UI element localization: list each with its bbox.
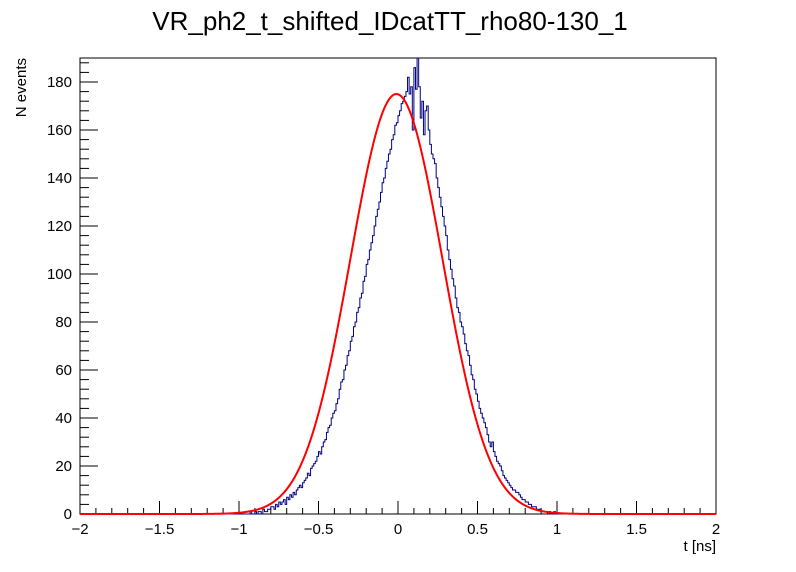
x-tick-labels: −2 −1.5 −1 −0.5 0 0.5 1 1.5 2 [71,521,720,538]
x-tick-label: −1 [230,521,247,538]
y-tick-label: 140 [47,170,72,187]
y-tick-label: 20 [55,458,72,475]
x-tick-label: −1.5 [145,521,175,538]
y-tick-label: 0 [64,506,72,523]
x-tick-label: 2 [712,521,720,538]
y-tick-label: 60 [55,362,72,379]
x-axis-title: t [ns] [683,538,716,555]
x-tick-label: 1.5 [626,521,647,538]
x-tick-label: 1 [553,521,561,538]
y-tick-labels: 0 20 40 60 80 100 120 140 160 180 [47,74,72,523]
y-tick-label: 160 [47,122,72,139]
histogram-series [80,57,716,515]
gaussian-fit-curve [80,92,716,515]
y-tick-label: 120 [47,218,72,235]
x-tick-label: −0.5 [304,521,334,538]
axis-ticks [79,62,717,515]
y-axis-title: N events [13,58,30,117]
x-tick-label: 0 [394,521,402,538]
chart-title: VR_ph2_t_shifted_IDcatTT_rho80-130_1 [152,6,628,36]
x-tick-label: −2 [71,521,88,538]
x-tick-label: 0.5 [467,521,488,538]
y-tick-label: 100 [47,266,72,283]
y-tick-label: 80 [55,314,72,331]
y-tick-label: 40 [55,410,72,427]
y-tick-label: 180 [47,74,72,91]
plot-frame [79,57,717,515]
